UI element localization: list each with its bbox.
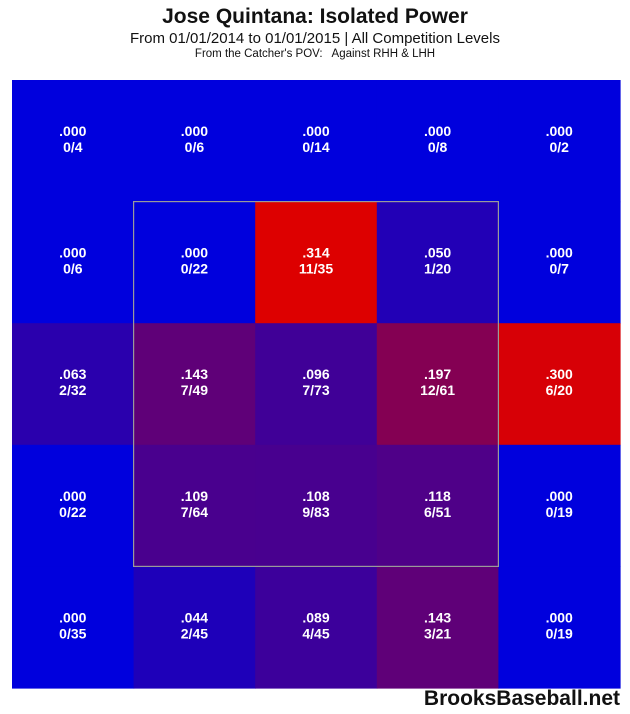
zone-cell-r4-c3 <box>255 444 378 567</box>
zone-ratio-r5-c2: 2/45 <box>181 625 208 641</box>
zone-ratio-r5-c1: 0/35 <box>59 625 86 641</box>
zone-cell-r4-c1 <box>12 444 135 567</box>
zone-value-r4-c4: .118 <box>424 488 451 504</box>
zone-cell-r1-c1 <box>12 80 135 203</box>
zone-cell-r4-c2 <box>133 444 256 567</box>
zone-ratio-r2-c4: 1/20 <box>424 261 451 277</box>
zone-ratio-r5-c3: 4/45 <box>302 625 329 641</box>
zone-value-r4-c5: .000 <box>546 488 573 504</box>
zone-ratio-r4-c4: 6/51 <box>424 504 451 520</box>
zone-ratio-r4-c5: 0/19 <box>546 504 573 520</box>
zone-ratio-r5-c5: 0/19 <box>546 625 573 641</box>
zone-value-r2-c1: .000 <box>59 245 86 261</box>
zone-value-r4-c1: .000 <box>59 488 86 504</box>
zone-value-r1-c3: .000 <box>302 123 329 139</box>
zone-cell-r3-c5 <box>498 323 621 446</box>
zone-ratio-r1-c3: 0/14 <box>302 139 329 155</box>
zone-ratio-r2-c2: 0/22 <box>181 261 208 277</box>
zone-cell-r5-c3 <box>255 566 378 689</box>
zone-cell-r2-c4 <box>376 201 499 324</box>
strike-zone-outline <box>133 201 499 567</box>
zone-value-r1-c2: .000 <box>181 123 208 139</box>
zone-ratio-r4-c3: 9/83 <box>302 504 329 520</box>
zone-ratio-r4-c1: 0/22 <box>59 504 86 520</box>
zone-cell-r3-c3 <box>255 323 378 446</box>
zone-value-r4-c3: .108 <box>302 488 329 504</box>
zone-value-r2-c3: .314 <box>302 245 329 261</box>
zone-value-r3-c2: .143 <box>181 366 208 382</box>
zone-value-r2-c4: .050 <box>424 245 451 261</box>
zone-cell-r5-c1 <box>12 566 135 689</box>
zone-cell-r5-c5 <box>498 566 621 689</box>
zone-value-r1-c5: .000 <box>546 123 573 139</box>
zone-value-r2-c5: .000 <box>546 245 573 261</box>
zone-cell-r3-c2 <box>133 323 256 446</box>
zone-ratio-r4-c2: 7/64 <box>181 504 208 520</box>
zone-value-r5-c3: .089 <box>302 609 329 625</box>
zone-ratio-r1-c4: 0/8 <box>428 139 448 155</box>
zone-cell-r3-c4 <box>376 323 499 446</box>
zone-cell-r5-c4 <box>376 566 499 689</box>
zone-ratio-r3-c5: 6/20 <box>546 382 573 398</box>
zone-cell-r2-c3 <box>255 201 378 324</box>
zone-value-r5-c5: .000 <box>546 609 573 625</box>
zone-value-r2-c2: .000 <box>181 245 208 261</box>
zone-cell-r5-c2 <box>133 566 256 689</box>
zone-ratio-r3-c2: 7/49 <box>181 382 208 398</box>
zone-cell-r3-c1 <box>12 323 135 446</box>
zone-ratio-r3-c4: 12/61 <box>420 382 455 398</box>
zone-value-r1-c4: .000 <box>424 123 451 139</box>
brooks-baseball-watermark: BrooksBaseball.net <box>423 687 620 710</box>
zone-ratio-r2-c3: 11/35 <box>299 261 333 277</box>
zone-cell-r4-c5 <box>498 444 621 567</box>
zone-cell-r2-c5 <box>498 201 621 324</box>
zone-value-r5-c4: .143 <box>424 609 451 625</box>
zone-cell-r2-c2 <box>133 201 256 324</box>
chart-pov-note: From the Catcher's POV: Against RHH & LH… <box>194 48 436 60</box>
zone-ratio-r2-c1: 0/6 <box>63 261 83 277</box>
zone-value-r1-c1: .000 <box>59 123 86 139</box>
zone-ratio-r1-c2: 0/6 <box>185 139 205 155</box>
zone-cell-r1-c2 <box>133 80 256 203</box>
chart-subtitle: From 01/01/2014 to 01/01/2015 | All Comp… <box>130 30 500 47</box>
chart-title: Jose Quintana: Isolated Power <box>162 5 468 28</box>
zone-cell-r1-c3 <box>255 80 378 203</box>
zone-cell-r1-c5 <box>498 80 621 203</box>
zone-cell-r2-c1 <box>12 201 135 324</box>
zone-cell-r1-c4 <box>376 80 499 203</box>
zone-value-r3-c1: .063 <box>59 366 86 382</box>
zone-cell-r4-c4 <box>376 444 499 567</box>
zone-ratio-r3-c3: 7/73 <box>302 382 329 398</box>
zone-value-r5-c1: .000 <box>59 609 86 625</box>
zone-value-r5-c2: .044 <box>181 609 208 625</box>
zone-ratio-r5-c4: 3/21 <box>424 625 451 641</box>
zone-value-r4-c2: .109 <box>181 488 208 504</box>
zone-value-r3-c3: .096 <box>302 366 329 382</box>
zone-ratio-r1-c1: 0/4 <box>63 139 83 155</box>
zone-ratio-r2-c5: 0/7 <box>549 261 569 277</box>
zone-value-r3-c4: .197 <box>424 366 451 382</box>
zone-value-r3-c5: .300 <box>546 366 573 382</box>
zone-ratio-r3-c1: 2/32 <box>59 382 86 398</box>
zone-ratio-r1-c5: 0/2 <box>549 139 569 155</box>
